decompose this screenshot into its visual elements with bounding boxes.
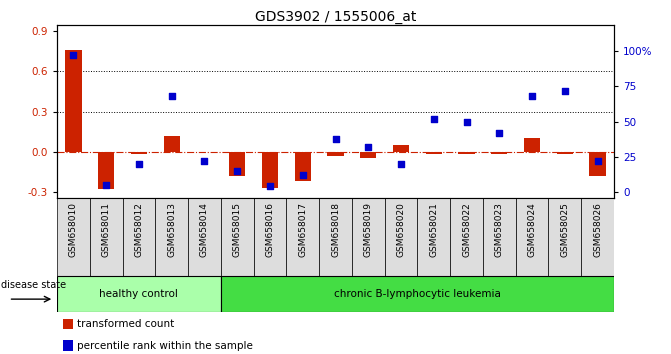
Bar [254,198,287,276]
Point [461,119,472,125]
Point [297,172,308,178]
Text: GSM658025: GSM658025 [560,202,569,257]
Point [494,130,505,136]
Text: GSM658022: GSM658022 [462,202,471,257]
Point [232,168,243,174]
Bar [417,198,450,276]
Point [134,161,144,167]
Bar [483,198,516,276]
Text: GSM658019: GSM658019 [364,202,373,257]
Point [560,88,570,93]
Text: transformed count: transformed count [76,319,174,329]
Text: GSM658026: GSM658026 [593,202,602,257]
Bar [188,198,221,276]
Bar [557,152,573,154]
Point [68,53,79,58]
Text: disease state: disease state [1,280,66,290]
Point [264,184,275,189]
Text: GSM658012: GSM658012 [134,202,144,257]
Bar [360,152,376,158]
Text: GSM658020: GSM658020 [397,202,405,257]
Bar [589,152,606,176]
Bar [221,276,614,312]
Bar [352,198,384,276]
Bar [458,152,475,154]
Point [330,136,341,141]
Bar [295,152,311,181]
Bar [90,198,123,276]
Text: GSM658010: GSM658010 [69,202,78,257]
Point [592,158,603,164]
Text: GSM658024: GSM658024 [527,202,537,257]
Bar [164,136,180,152]
Bar [98,152,114,189]
Bar [57,198,90,276]
Bar [62,319,72,329]
Point [428,116,439,122]
Bar [62,340,72,350]
Point [101,182,111,188]
Text: chronic B-lymphocytic leukemia: chronic B-lymphocytic leukemia [334,289,501,299]
Bar [516,198,548,276]
Text: GSM658023: GSM658023 [495,202,504,257]
Point [166,93,177,99]
Bar [123,198,155,276]
Text: GSM658015: GSM658015 [233,202,242,257]
Bar [155,198,188,276]
Bar [131,152,147,154]
Point [396,161,407,167]
Text: GSM658016: GSM658016 [266,202,274,257]
Point [527,93,537,99]
Bar [229,152,246,176]
Text: GSM658014: GSM658014 [200,202,209,257]
Bar [287,198,319,276]
Bar [450,198,483,276]
Bar [524,138,540,152]
Point [199,158,210,164]
Bar [425,152,442,154]
Text: GSM658011: GSM658011 [102,202,111,257]
Text: GSM658017: GSM658017 [298,202,307,257]
Bar [491,152,507,154]
Bar [384,198,417,276]
Text: GSM658018: GSM658018 [331,202,340,257]
Text: GSM658013: GSM658013 [167,202,176,257]
Title: GDS3902 / 1555006_at: GDS3902 / 1555006_at [255,10,416,24]
Text: GSM658021: GSM658021 [429,202,438,257]
Bar [57,276,221,312]
Bar [581,198,614,276]
Bar [393,145,409,152]
Bar [319,198,352,276]
Bar [327,152,344,155]
Text: percentile rank within the sample: percentile rank within the sample [76,341,252,350]
Bar [262,152,278,188]
Bar [65,50,82,152]
Bar [548,198,581,276]
Bar [221,198,254,276]
Text: healthy control: healthy control [99,289,178,299]
Point [363,144,374,150]
